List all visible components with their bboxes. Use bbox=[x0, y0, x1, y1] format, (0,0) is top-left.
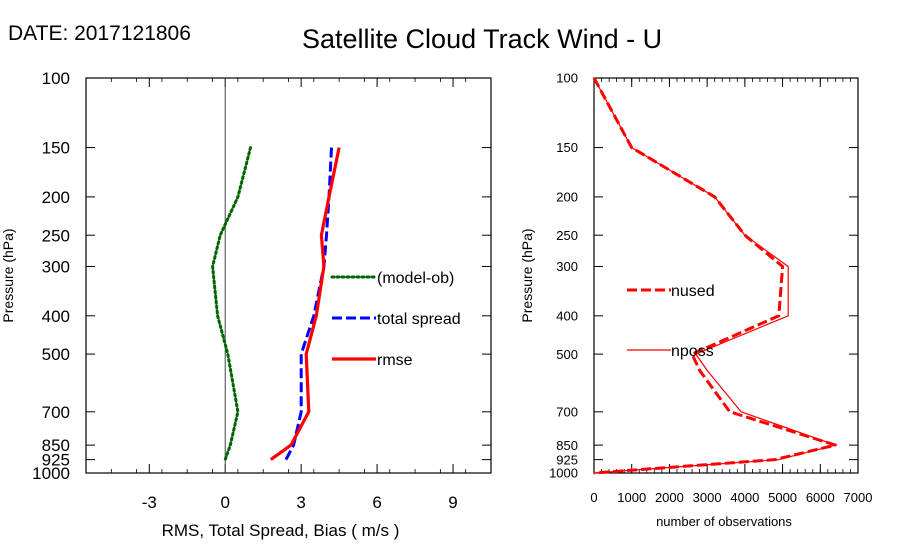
panel2-y-tick-label: 500 bbox=[556, 347, 578, 362]
panel1-legend-label-0: (model-ob) bbox=[377, 270, 454, 287]
panel2-x-tick-label: 7000 bbox=[844, 490, 873, 505]
panel2-x-tick-label: 6000 bbox=[806, 490, 835, 505]
panel2-y-tick-label: 300 bbox=[556, 259, 578, 274]
panel1-y-tick-label: 850 bbox=[42, 436, 70, 455]
panel2-y-tick-label: 1000 bbox=[549, 466, 578, 481]
panel1-y-tick-label: 700 bbox=[42, 403, 70, 422]
panel2-x-tick-label: 2000 bbox=[655, 490, 684, 505]
panel1-y-tick-label: 500 bbox=[42, 345, 70, 364]
panel2-x-tick-label: 3000 bbox=[693, 490, 722, 505]
panel1-y-tick-label: 250 bbox=[42, 226, 70, 245]
panel1-y-tick-label: 150 bbox=[42, 139, 70, 158]
panel1-x-tick-label: 6 bbox=[372, 493, 381, 512]
panel2-legend-label-1: nposs bbox=[671, 343, 714, 360]
panel2-y-tick-label: 200 bbox=[556, 190, 578, 205]
panel2-y-axis-label: Pressure (hPa) bbox=[519, 228, 535, 322]
panel2-x-tick-label: 5000 bbox=[768, 490, 797, 505]
panel2-x-axis-label: number of observations bbox=[656, 514, 792, 529]
panel2-series-line-0 bbox=[592, 77, 837, 475]
panel2-y-tick-label: 700 bbox=[556, 404, 578, 419]
panel2-y-tick-label: 850 bbox=[556, 438, 578, 453]
panel1-y-axis-label: Pressure (hPa) bbox=[0, 228, 16, 322]
panel2-y-tick-label: 100 bbox=[556, 71, 578, 86]
panel1-series-line-2 bbox=[269, 147, 341, 461]
panel1-y-tick-label: 1000 bbox=[32, 464, 70, 483]
panel2-x-tick-label: 4000 bbox=[730, 490, 759, 505]
panel1-series-line-1 bbox=[284, 147, 333, 461]
panel1-series-line-0 bbox=[211, 146, 252, 462]
panel1-x-tick-label: -3 bbox=[142, 493, 157, 512]
panel1-y-tick-label: 200 bbox=[42, 188, 70, 207]
panel1-x-tick-label: 9 bbox=[448, 493, 457, 512]
panel2-y-tick-label: 150 bbox=[556, 140, 578, 155]
panel2-y-tick-label: 925 bbox=[556, 452, 578, 467]
panel1-y-tick-label: 300 bbox=[42, 258, 70, 277]
panel2-y-tick-label: 400 bbox=[556, 308, 578, 323]
panel1-x-axis-label: RMS, Total Spread, Bias ( m/s ) bbox=[162, 521, 400, 540]
chart-title: Satellite Cloud Track Wind - U bbox=[302, 24, 663, 54]
panel1-y-tick-label: 925 bbox=[42, 451, 70, 470]
panel1-legend-label-2: rmse bbox=[377, 352, 413, 369]
panel2-legend-label-0: nused bbox=[671, 283, 715, 300]
panel1-y-tick-label: 400 bbox=[42, 307, 70, 326]
panel2-x-tick-label: 0 bbox=[590, 490, 597, 505]
panel1-x-tick-label: 0 bbox=[220, 493, 229, 512]
panel2-series-line-1 bbox=[593, 77, 836, 474]
panel1-legend-label-1: total spread bbox=[377, 311, 461, 328]
panel1-x-tick-label: 3 bbox=[296, 493, 305, 512]
panel2-x-tick-label: 1000 bbox=[617, 490, 646, 505]
panel2-plot-frame bbox=[593, 77, 859, 474]
panel1-y-tick-label: 100 bbox=[42, 69, 70, 88]
date-label: DATE: 2017121806 bbox=[8, 22, 191, 45]
panel2-y-tick-label: 250 bbox=[556, 228, 578, 243]
